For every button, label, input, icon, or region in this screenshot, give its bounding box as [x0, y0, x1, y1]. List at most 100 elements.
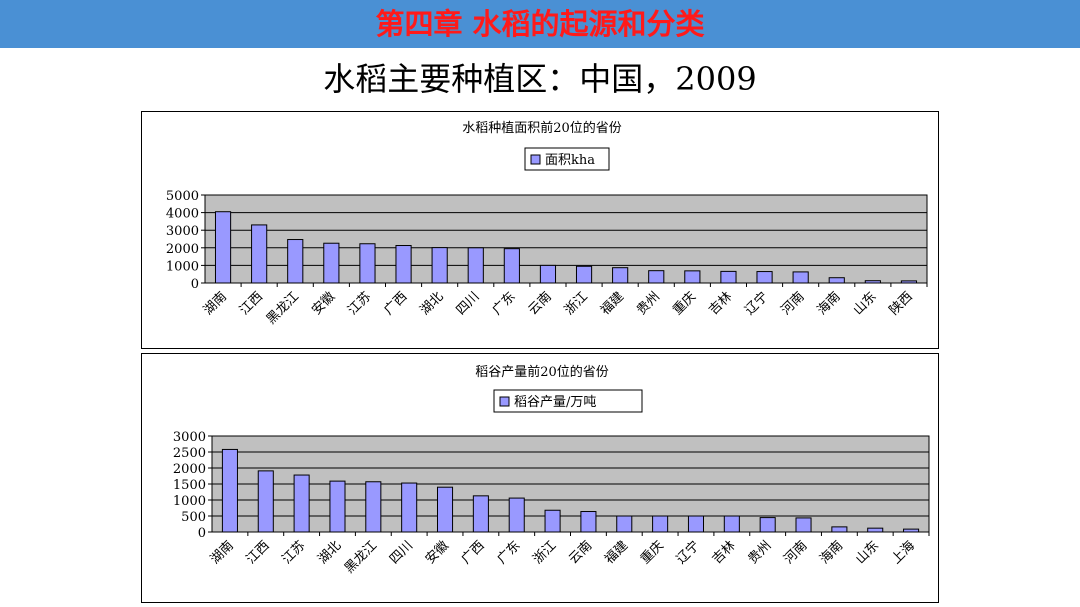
chapter-banner: 第四章 水稻的起源和分类 [0, 0, 1080, 48]
chart-panel-area: 水稻种植面积前20位的省份 面积kha 0 1000 2000 3000 4000 5000 湖… [141, 111, 939, 349]
x-tick-label: 安徽 [309, 289, 338, 318]
x-tick-label: 广东 [490, 289, 519, 318]
x-tick-label: 浙江 [530, 538, 559, 567]
y-tick-label: 5000 [166, 189, 199, 204]
bar [251, 224, 268, 284]
y-tick-label: 500 [181, 510, 206, 525]
bar [756, 271, 773, 284]
bar [503, 248, 520, 284]
bar [831, 526, 848, 533]
x-tick-label: 广东 [495, 538, 524, 567]
bar [652, 515, 669, 533]
bar [612, 267, 629, 284]
bar [684, 270, 701, 284]
bar [723, 515, 740, 533]
y-tick-label: 1500 [173, 478, 206, 493]
bar [864, 280, 881, 284]
bar [221, 448, 238, 533]
bar [539, 264, 557, 284]
bar [903, 528, 920, 533]
y-tick-label: 1000 [173, 494, 206, 509]
x-tick-label: 湖南 [207, 538, 237, 568]
x-tick-label: 黑龙江 [342, 538, 380, 576]
plot-area [204, 194, 928, 284]
y-tick-label: 2000 [173, 462, 206, 477]
x-tick-label: 江西 [237, 289, 266, 318]
bar [867, 527, 884, 533]
y-tick-label: 4000 [166, 207, 199, 222]
chart-panel-yield: 稻谷产量前20位的省份 稻谷产量/万吨 0 500 1000 1500 2000 2500 30… [141, 353, 939, 603]
bar [257, 470, 274, 533]
x-tick-label: 四川 [454, 289, 483, 318]
x-tick-label: 云南 [566, 538, 596, 568]
x-tick-label: 广西 [459, 538, 488, 567]
bar [359, 243, 376, 284]
slide-title: 水稻主要种植区：中国，2009 [323, 60, 757, 98]
bar [575, 265, 593, 284]
bar [214, 211, 232, 284]
x-tick-label: 吉林 [706, 289, 735, 318]
x-tick-label: 江西 [244, 538, 273, 567]
bar [323, 242, 340, 284]
bar [720, 270, 737, 284]
x-tick-label: 江苏 [345, 289, 375, 319]
x-tick-label: 贵州 [746, 538, 775, 567]
x-tick-label: 浙江 [562, 289, 591, 318]
legend-swatch [499, 396, 510, 407]
bar [687, 515, 705, 533]
bar [293, 474, 310, 533]
legend-box [524, 147, 610, 171]
bar [759, 517, 776, 533]
bar [544, 509, 561, 533]
y-tick-label: 0 [198, 526, 206, 541]
bar [616, 515, 633, 533]
bar [792, 271, 809, 284]
bar [648, 270, 665, 284]
legend-swatch [530, 154, 541, 165]
x-tick-label: 河南 [778, 289, 808, 319]
x-tick-label: 辽宁 [673, 538, 703, 568]
bar [900, 280, 918, 284]
legend-label: 面积kha [545, 153, 595, 168]
x-tick-label: 河南 [781, 538, 811, 568]
x-tick-label: 福建 [602, 538, 631, 567]
x-tick-label: 安徽 [423, 538, 452, 567]
legend-label: 稻谷产量/万吨 [514, 395, 596, 410]
x-tick-label: 广西 [381, 289, 410, 318]
legend-box [493, 389, 643, 413]
bar [467, 247, 484, 284]
bar [508, 497, 525, 533]
bar [365, 481, 382, 533]
x-tick-label: 辽宁 [742, 289, 772, 319]
x-tick-label: 福建 [598, 289, 627, 318]
y-tick-label: 2000 [166, 242, 199, 257]
x-tick-label: 陕西 [887, 289, 916, 318]
x-tick-label: 重庆 [669, 289, 699, 319]
x-tick-label: 吉林 [710, 538, 739, 567]
x-tick-label: 云南 [525, 289, 555, 319]
bar [395, 245, 412, 284]
y-tick-label: 0 [191, 277, 199, 292]
bar [401, 482, 418, 533]
bar [580, 511, 597, 533]
x-tick-label: 海南 [816, 538, 846, 568]
x-tick-label: 山东 [853, 538, 882, 567]
chapter-title: 第四章 水稻的起源和分类 [375, 7, 705, 41]
bar [287, 239, 304, 284]
x-tick-label: 山东 [851, 289, 880, 318]
x-tick-label: 海南 [814, 289, 844, 319]
x-tick-label: 湖北 [315, 538, 344, 567]
bar [329, 480, 346, 533]
y-tick-label: 1000 [166, 259, 199, 274]
y-tick-label: 2500 [173, 446, 206, 461]
chart-title: 稻谷产量前20位的省份 [475, 364, 609, 380]
bar [828, 277, 845, 284]
bar [436, 486, 454, 533]
x-tick-label: 黑龙江 [264, 289, 302, 327]
chart-title: 水稻种植面积前20位的省份 [462, 120, 622, 136]
x-tick-label: 四川 [387, 538, 416, 567]
x-tick-label: 湖南 [200, 289, 230, 319]
x-tick-label: 湖北 [417, 289, 446, 318]
x-tick-label: 上海 [889, 538, 918, 567]
x-tick-label: 江苏 [279, 538, 309, 568]
